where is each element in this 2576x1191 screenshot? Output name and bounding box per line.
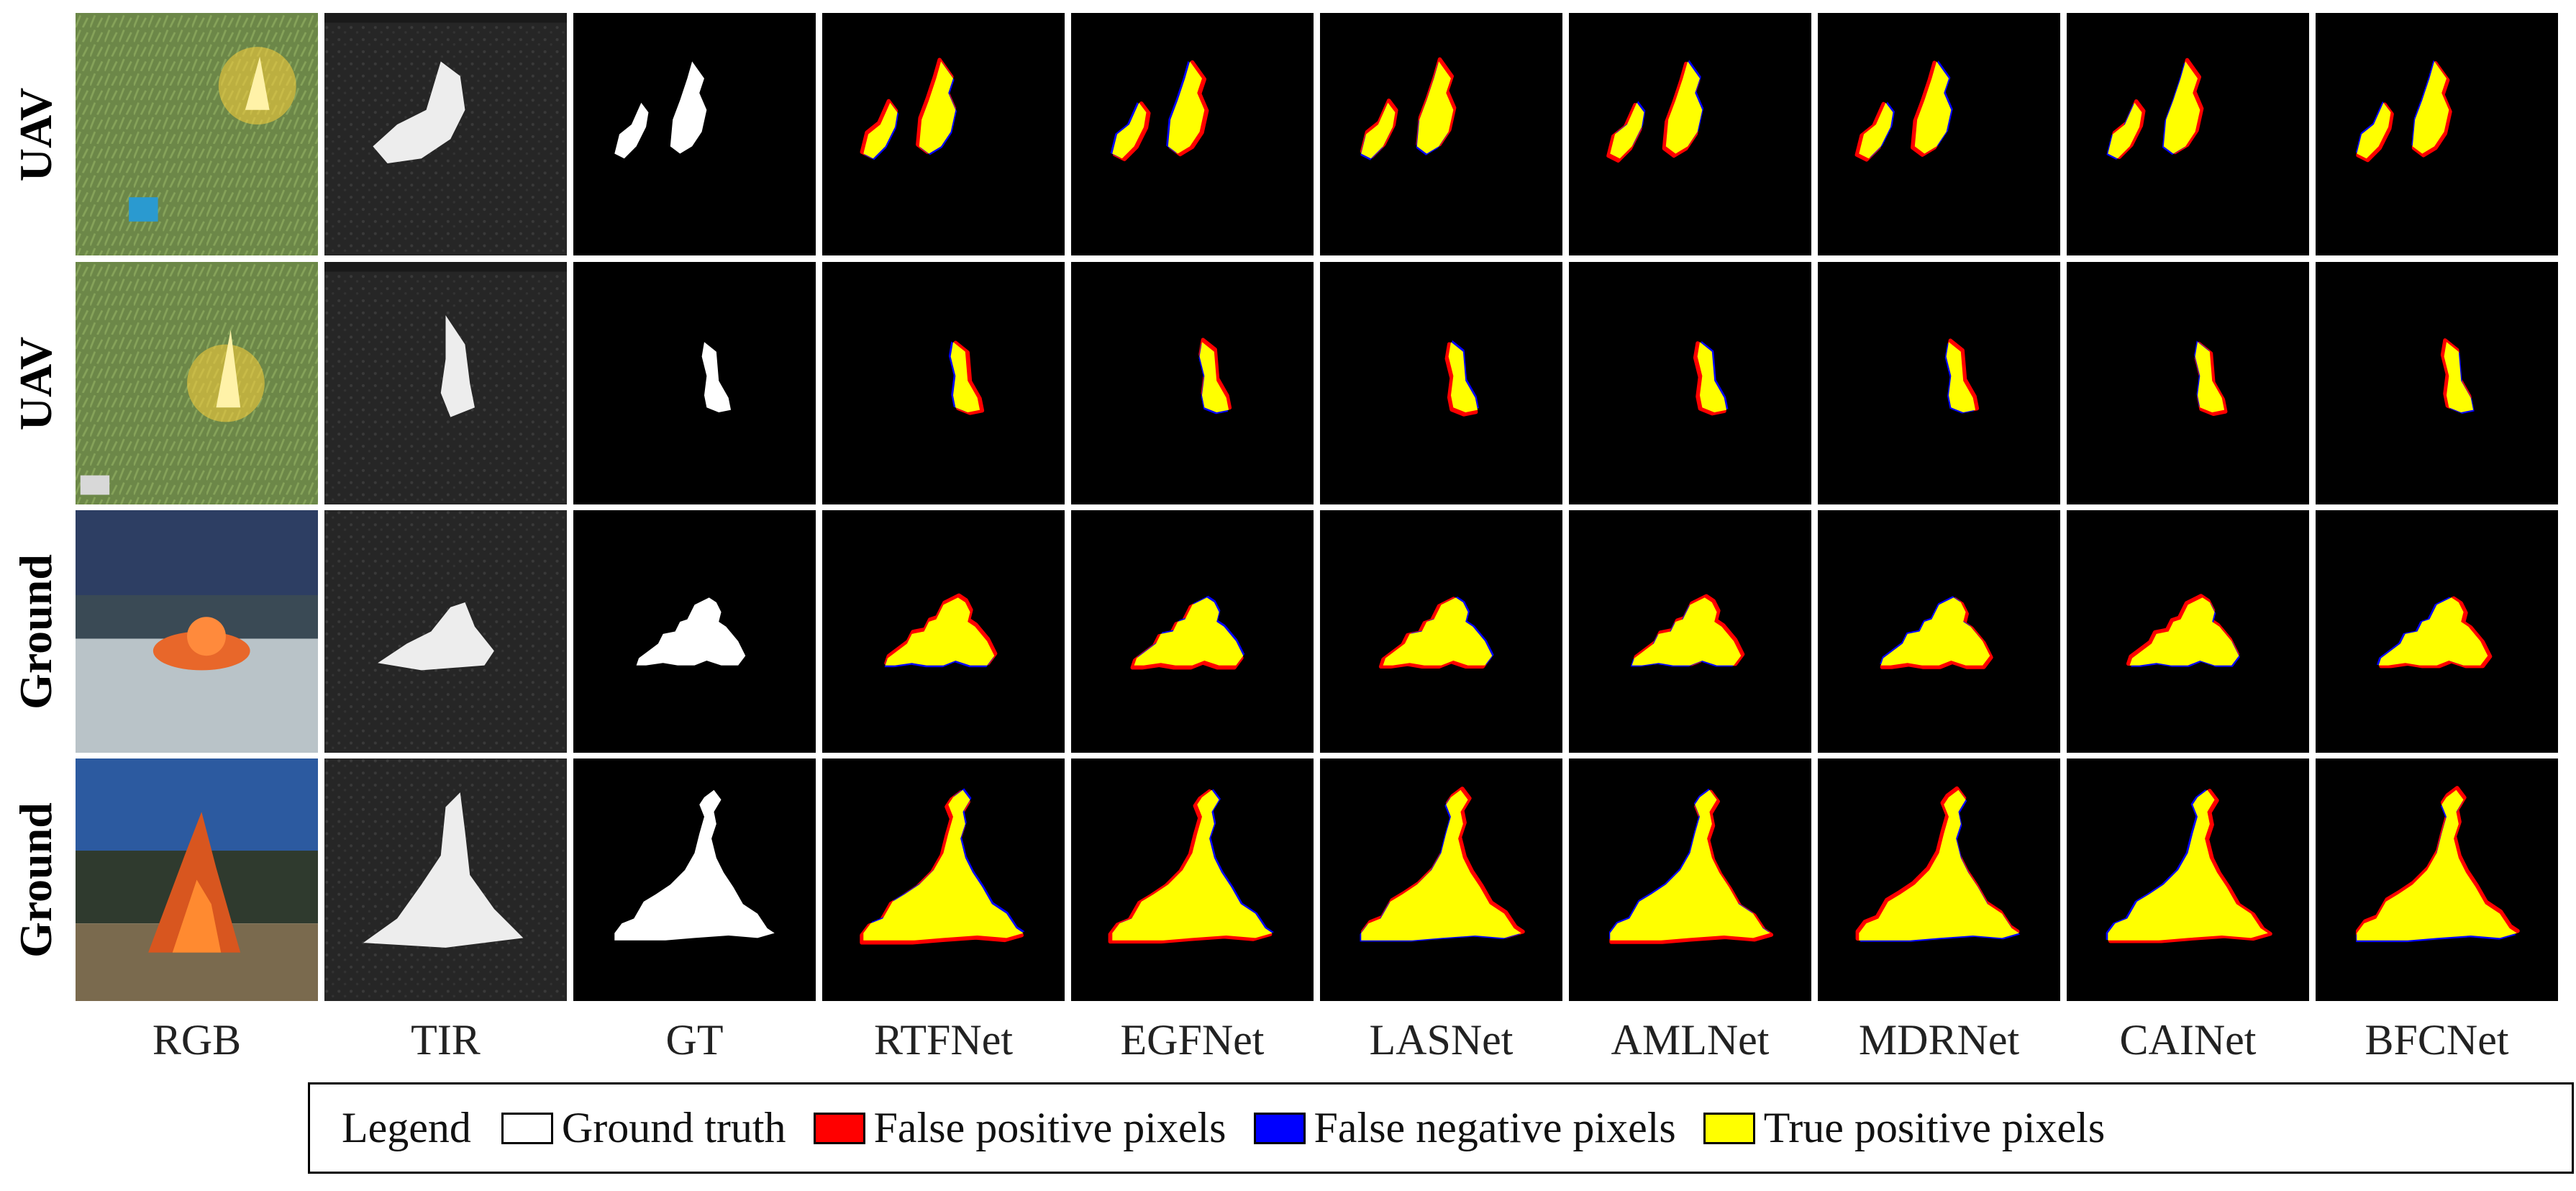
column-label-pred: RTFNet: [873, 1015, 1014, 1064]
tile-rgb: [76, 758, 318, 1001]
tile-pred: [2316, 262, 2558, 504]
tile-pred: [1569, 510, 1811, 753]
legend-item-false-negative: False negative pixels: [1253, 1103, 1676, 1153]
legend-swatch-ground-truth: [501, 1112, 553, 1144]
tile-pred: [1818, 262, 2060, 504]
tile-pred: [1071, 758, 1314, 1001]
column-label-rgb: RGB: [152, 1015, 242, 1064]
column-label-pred: CAINet: [2119, 1015, 2257, 1064]
tile-pred: [1569, 758, 1811, 1001]
tile-pred: [1818, 758, 2060, 1001]
tile-pred: [1320, 262, 1562, 504]
legend-label-false-positive: False positive pixels: [873, 1104, 1226, 1151]
tile-pred: [1569, 262, 1811, 504]
column-label-tir: TIR: [411, 1015, 481, 1064]
tile-pred: [822, 262, 1065, 504]
tile-gt: [573, 262, 816, 504]
tile-pred: [822, 510, 1065, 753]
tile-tir: [324, 13, 567, 255]
tile-pred: [1320, 510, 1562, 753]
column-label-pred: LASNet: [1369, 1015, 1514, 1064]
tile-gt: [573, 510, 816, 753]
tile-pred: [2316, 758, 2558, 1001]
tile-pred: [2067, 13, 2309, 255]
tile-gt: [573, 758, 816, 1001]
tile-pred: [1569, 13, 1811, 255]
tile-pred: [1320, 758, 1562, 1001]
row-label-text: Ground: [10, 553, 61, 710]
column-label-pred: MDRNet: [1858, 1015, 2020, 1064]
tile-gt: [573, 13, 816, 255]
legend-label-false-negative: False negative pixels: [1314, 1104, 1676, 1151]
row-label: Ground: [0, 510, 72, 753]
tile-pred: [2316, 510, 2558, 753]
row-label-text: UAV: [10, 87, 61, 181]
tile-pred: [1818, 13, 2060, 255]
tile-pred: [822, 13, 1065, 255]
legend-swatch-false-positive: [813, 1112, 865, 1144]
legend-item-true-positive: True positive pixels: [1703, 1103, 2105, 1153]
tile-rgb: [76, 13, 318, 255]
legend-item-ground-truth: Ground truth: [501, 1103, 786, 1153]
legend-label-true-positive: True positive pixels: [1763, 1104, 2106, 1151]
legend: Legend Ground truth False positive pixel…: [308, 1082, 2574, 1174]
row-label-text: Ground: [10, 802, 61, 958]
legend-swatch-true-positive: [1703, 1112, 1755, 1144]
legend-title: Legend: [342, 1104, 471, 1151]
legend-item-false-positive: False positive pixels: [813, 1103, 1226, 1153]
tile-pred: [2316, 13, 2558, 255]
tile-tir: [324, 758, 567, 1001]
tile-pred: [1071, 13, 1314, 255]
column-label-pred: AMLNet: [1611, 1015, 1770, 1064]
row-label: UAV: [0, 262, 72, 504]
tile-pred: [1320, 13, 1562, 255]
legend-label-ground-truth: Ground truth: [561, 1104, 786, 1151]
tile-pred: [1818, 510, 2060, 753]
tile-tir: [324, 510, 567, 753]
tile-pred: [2067, 510, 2309, 753]
column-label-gt: GT: [665, 1015, 724, 1064]
row-label-text: UAV: [10, 336, 61, 430]
column-label-pred: BFCNet: [2365, 1015, 2509, 1064]
tile-pred: [822, 758, 1065, 1001]
column-label-pred: EGFNet: [1120, 1015, 1265, 1064]
tile-pred: [2067, 262, 2309, 504]
tile-pred: [1071, 262, 1314, 504]
tile-rgb: [76, 510, 318, 753]
tile-rgb: [76, 262, 318, 504]
row-label: UAV: [0, 13, 72, 255]
tile-pred: [1071, 510, 1314, 753]
tile-tir: [324, 262, 567, 504]
tile-pred: [2067, 758, 2309, 1001]
legend-swatch-false-negative: [1253, 1112, 1306, 1144]
row-label: Ground: [0, 758, 72, 1001]
